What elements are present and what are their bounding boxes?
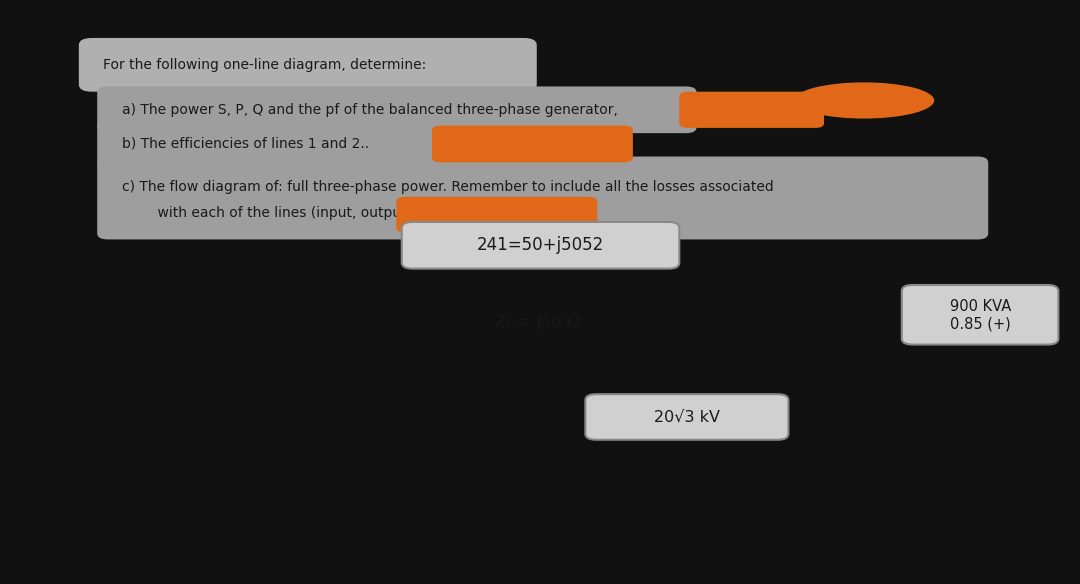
- FancyBboxPatch shape: [97, 157, 988, 239]
- FancyBboxPatch shape: [97, 121, 448, 166]
- Text: Z₁₂= j50 Ω: Z₁₂= j50 Ω: [495, 314, 581, 331]
- FancyBboxPatch shape: [79, 38, 537, 92]
- FancyBboxPatch shape: [402, 222, 679, 269]
- Text: M: M: [825, 297, 849, 319]
- Circle shape: [176, 297, 332, 381]
- Text: 241=50+j5052: 241=50+j5052: [476, 237, 604, 254]
- Ellipse shape: [794, 82, 934, 119]
- Text: Y: Y: [214, 383, 225, 401]
- FancyBboxPatch shape: [679, 92, 824, 128]
- FancyBboxPatch shape: [432, 126, 633, 162]
- Text: 20√3 kV: 20√3 kV: [653, 409, 720, 425]
- Text: 900 KVA: 900 KVA: [950, 298, 1011, 314]
- Text: b) The efficiencies of lines 1 and 2..: b) The efficiencies of lines 1 and 2..: [122, 137, 369, 151]
- FancyBboxPatch shape: [396, 197, 597, 232]
- Text: 0.85 (+): 0.85 (+): [950, 316, 1011, 331]
- Text: with each of the lines (input, output and losses) (: with each of the lines (input, output an…: [140, 206, 500, 220]
- Text: a) The power S, P, Q and the pf of the balanced three-phase generator,: a) The power S, P, Q and the pf of the b…: [122, 103, 618, 117]
- Circle shape: [189, 304, 319, 374]
- FancyBboxPatch shape: [902, 285, 1058, 345]
- FancyBboxPatch shape: [585, 394, 788, 440]
- Circle shape: [770, 273, 904, 346]
- FancyBboxPatch shape: [97, 86, 697, 133]
- Text: c) The flow diagram of: full three-phase power. Remember to include all the loss: c) The flow diagram of: full three-phase…: [122, 180, 773, 194]
- Text: G: G: [244, 326, 264, 349]
- Text: For the following one-line diagram, determine:: For the following one-line diagram, dete…: [103, 58, 426, 72]
